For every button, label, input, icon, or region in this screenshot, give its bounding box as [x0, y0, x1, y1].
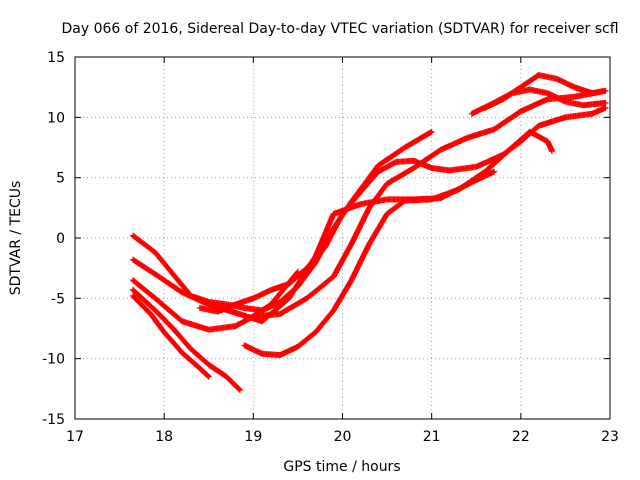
grid-layer	[75, 57, 610, 419]
y-tick-label: -5	[51, 291, 65, 307]
x-tick-label: 22	[512, 429, 530, 445]
y-tick-label: -10	[42, 352, 65, 368]
y-tick-label: -15	[42, 412, 65, 428]
x-tick-label: 20	[334, 429, 352, 445]
y-tick-label: 0	[56, 231, 65, 247]
series-layer	[130, 72, 609, 393]
x-tick-label: 17	[66, 429, 84, 445]
y-tick-label: 10	[47, 110, 65, 126]
series-track-j	[482, 72, 609, 111]
x-tick-label: 23	[601, 429, 619, 445]
series-track-d	[130, 168, 498, 325]
x-axis-label: GPS time / hours	[283, 459, 400, 475]
series-markers	[130, 292, 212, 380]
x-tick-label: 19	[244, 429, 262, 445]
series-markers	[196, 104, 609, 315]
series-markers	[482, 72, 609, 111]
y-tick-label: 15	[47, 50, 65, 66]
y-axis-label: SDTVAR / TECUs	[8, 181, 24, 296]
series-track-a	[130, 286, 243, 393]
series-track-f	[196, 104, 609, 315]
series-markers	[130, 286, 243, 393]
series-markers	[241, 128, 555, 358]
x-tick-label: 21	[423, 429, 441, 445]
x-tick-label: 18	[155, 429, 173, 445]
y-tick-label: 5	[56, 171, 65, 187]
tick-layer: 17 18 19 20 21 22 23 -15 -10 -5 0 5 10 15	[42, 50, 619, 445]
chart-title: Day 066 of 2016, Sidereal Day-to-day VTE…	[61, 21, 618, 37]
series-markers	[130, 168, 498, 325]
series-track-b	[130, 292, 212, 380]
series-track-g	[241, 128, 555, 358]
